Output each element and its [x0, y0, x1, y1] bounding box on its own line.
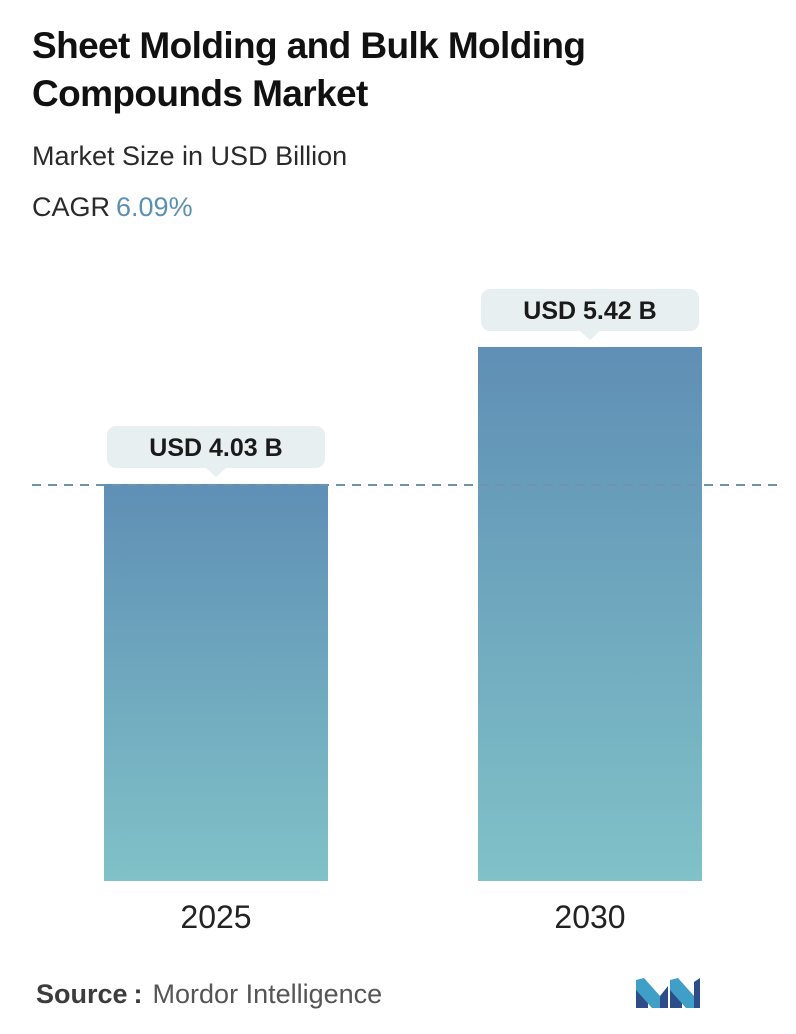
mordor-intelligence-logo: [636, 978, 700, 1008]
cagr-line: CAGR 6.09%: [32, 187, 193, 227]
category-label-2025: 2025: [180, 899, 251, 935]
chart-subtitle: Market Size in USD Billion: [32, 141, 348, 171]
value-label-2025: USD 4.03 B: [107, 425, 325, 477]
cagr-label: CAGR: [32, 192, 111, 222]
bar-2030: [478, 347, 702, 881]
value-label-text: USD 4.03 B: [149, 434, 282, 462]
source-line: Source: Mordor Intelligence: [36, 974, 382, 1014]
source-separator: :: [133, 979, 143, 1009]
source-label: Source: [36, 979, 128, 1009]
value-label-2030: USD 5.42 B: [481, 289, 699, 340]
bar-2025: [104, 483, 328, 881]
source-value: Mordor Intelligence: [152, 979, 383, 1009]
chart-title: Sheet Molding and Bulk Molding Compounds…: [32, 25, 586, 114]
value-label-text: USD 5.42 B: [523, 297, 656, 325]
category-label-2030: 2030: [554, 899, 625, 935]
cagr-value: 6.09%: [116, 192, 193, 222]
